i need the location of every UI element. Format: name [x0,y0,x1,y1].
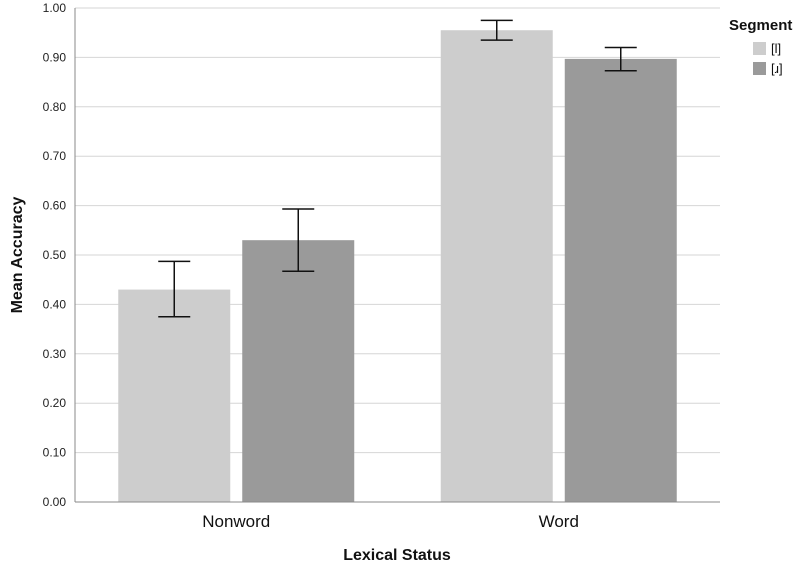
bar-nonword-series-1 [118,289,231,502]
y-tick-labels: 0.00 0.10 0.20 0.30 0.40 0.50 0.60 0.70 0.80 0.90… [43,1,67,509]
bar-word-series-1 [440,30,553,502]
y-tick-label: 0.60 [43,199,67,213]
bar-word-series-2 [564,58,677,503]
y-tick-label: 0.30 [43,347,67,361]
legend-title: Segment [729,17,792,34]
x-axis-title: Lexical Status [343,547,451,564]
y-tick-label: 0.20 [43,396,67,410]
legend: Segment [l] [ɹ] [729,17,792,76]
bars [118,30,677,503]
legend-items: [l] [ɹ] [753,41,783,76]
y-tick-label: 1.00 [43,1,67,15]
x-category-labels: Nonword Word [202,512,579,531]
legend-swatch [753,62,766,75]
y-axis-title: Mean Accuracy [9,197,26,314]
error-bars [158,19,637,318]
y-tick-label: 0.90 [43,50,67,64]
y-tick-label: 0.50 [43,248,67,262]
y-tick-label: 0.80 [43,100,67,114]
bar-nonword-series-2 [242,240,355,502]
y-tick-label: 0.00 [43,495,67,509]
y-tick-label: 0.70 [43,149,67,163]
y-tick-label: 0.10 [43,446,67,460]
legend-label: [l] [771,41,781,56]
legend-label: [ɹ] [771,61,783,76]
y-tick-label: 0.40 [43,297,67,311]
legend-swatch [753,42,766,55]
x-category-label: Nonword [202,512,270,531]
x-category-label: Word [539,512,579,531]
axes [74,8,720,503]
